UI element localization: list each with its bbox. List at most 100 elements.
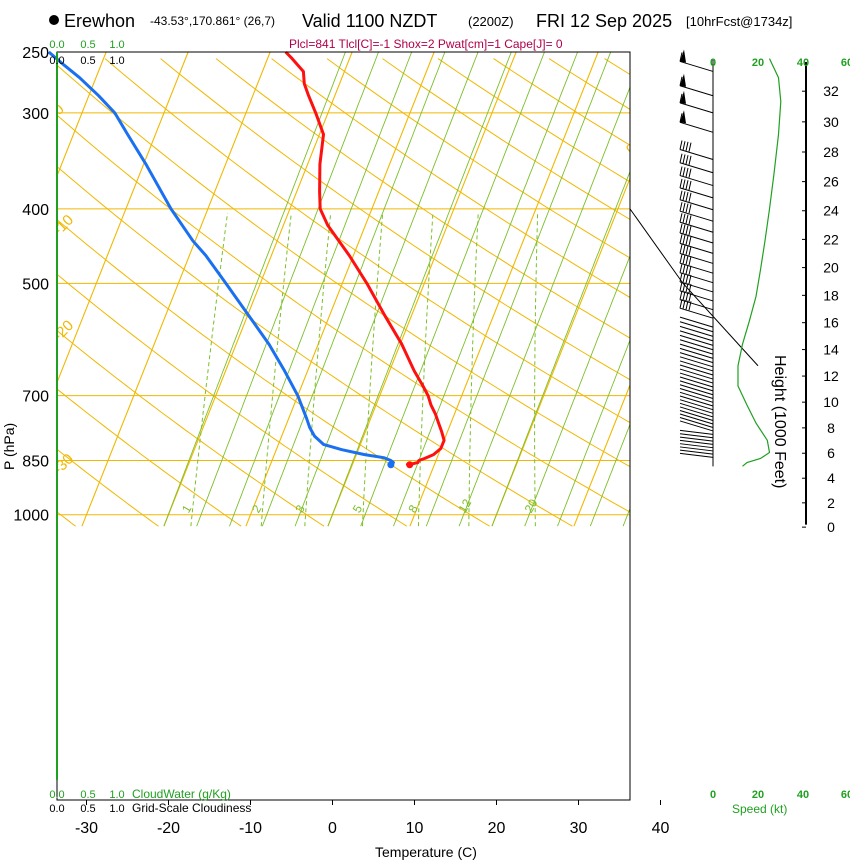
wind-barb-staff [679, 402, 714, 414]
isotherm-line [81, 52, 271, 527]
barb-feather [679, 113, 683, 123]
wind-barb-staff [679, 420, 714, 432]
dry-adiabat [57, 114, 630, 513]
wind-barb-staff [679, 380, 714, 392]
barb-feather [679, 213, 683, 223]
wind-barb-staff [679, 376, 714, 388]
wind-barb-staff [679, 410, 714, 421]
barb-feather [679, 244, 683, 254]
barb-feather [679, 254, 683, 264]
wind-barb [679, 49, 714, 72]
speed-tick-bottom: 40 [797, 789, 809, 801]
wind-barb-staff [679, 372, 714, 384]
barb-staff [679, 299, 714, 311]
wind-barb [679, 263, 714, 284]
wind-barb-staff [679, 364, 714, 376]
wind-barb-staff [679, 443, 714, 449]
barb-feather [679, 76, 683, 86]
plot-frame [56, 51, 631, 801]
dry-adiabat [271, 58, 630, 299]
dry-adiabat [57, 165, 573, 527]
barb-feather [679, 263, 683, 273]
moist-adiabat [589, 423, 630, 527]
wind-barb-staff [679, 368, 714, 380]
barb-staff [679, 85, 714, 97]
barb-pennant [680, 73, 686, 87]
x-tick-label: 10 [406, 820, 424, 837]
barb-feather [688, 168, 692, 178]
cloudwater-tick-bottom: 1.0 [109, 789, 124, 801]
isotherm-label: 30 [726, 308, 750, 332]
barb-feather [679, 140, 683, 150]
temperature-surface-marker [406, 461, 414, 469]
dry-adiabat [382, 58, 630, 221]
isotherm-line [245, 52, 435, 527]
barb-feather [679, 93, 683, 103]
barb-feather [685, 300, 689, 310]
height-tick-label: 30 [823, 114, 839, 130]
wind-barb [679, 153, 714, 174]
sounding-series [47, 50, 446, 469]
barb-feather [685, 214, 689, 224]
speed-tick-top: 0 [710, 57, 716, 69]
barb-feather [682, 154, 686, 164]
barb-feather [682, 202, 686, 212]
wind-barb [679, 272, 714, 293]
pressure-tick-label: 300 [22, 106, 49, 123]
barb-feather [679, 281, 683, 292]
wind-barb-staff [679, 433, 714, 439]
barb-feather [682, 245, 686, 255]
moist-adiabat [229, 52, 413, 527]
barb-feather [682, 273, 686, 283]
barb-pennant [680, 49, 686, 63]
height-tick-label: 28 [823, 144, 839, 160]
barb-pennant [680, 90, 686, 104]
wind-speed-profile [737, 58, 782, 467]
y-axis-title: P (hPa) [1, 423, 17, 470]
mixing-ratio-line [190, 212, 228, 527]
barb-feather [688, 192, 692, 202]
isotherm-line [57, 52, 189, 384]
moist-adiabat [261, 52, 446, 527]
barb-staff [679, 121, 714, 133]
cloudiness-tick-top: 0.0 [49, 55, 64, 67]
barb-feather [685, 283, 689, 293]
speed-tick-top: 60 [841, 57, 850, 69]
moist-adiabat [491, 170, 630, 527]
wind-barb-staff [679, 446, 714, 452]
mixing-ratio-label: 5 [350, 502, 366, 515]
barb-feather [682, 213, 686, 224]
barb-staff [679, 290, 714, 302]
barb-feather [685, 155, 689, 165]
barb-feather [682, 191, 686, 201]
speed-tick-bottom: 0 [710, 789, 716, 801]
height-tick-label: 18 [823, 287, 839, 303]
x-tick-label: -10 [239, 820, 262, 837]
barb-feather [688, 283, 692, 294]
wind-barb [679, 223, 714, 244]
wind-barb [679, 190, 714, 211]
speed-tick-top: 40 [797, 57, 809, 69]
wind-panel: 0246810121416182022242628303200202040406… [629, 49, 850, 801]
dry-adiabat [57, 219, 490, 527]
speed-tick-bottom: 20 [752, 789, 764, 801]
dewpoint-line [47, 50, 395, 466]
wind-barb [679, 178, 714, 199]
wind-barb-staff [679, 334, 714, 346]
isotherm-label: -20 [50, 317, 77, 344]
wind-barb-staff [679, 391, 714, 403]
barb-feather [682, 167, 686, 177]
wind-barb [679, 290, 714, 311]
wind-barb-staff [679, 356, 714, 368]
cloudiness-tick-top: 0.5 [80, 55, 95, 67]
moist-adiabat [524, 254, 630, 527]
barb-staff [679, 232, 714, 244]
wind-barb-staff [679, 452, 714, 458]
wind-barb-staff [679, 399, 714, 411]
wind-barb-staff [679, 439, 714, 445]
barb-feather [685, 192, 689, 202]
height-tick-label: 20 [823, 260, 839, 276]
height-tick-label: 0 [827, 519, 835, 535]
wind-panel-border [629, 208, 759, 367]
